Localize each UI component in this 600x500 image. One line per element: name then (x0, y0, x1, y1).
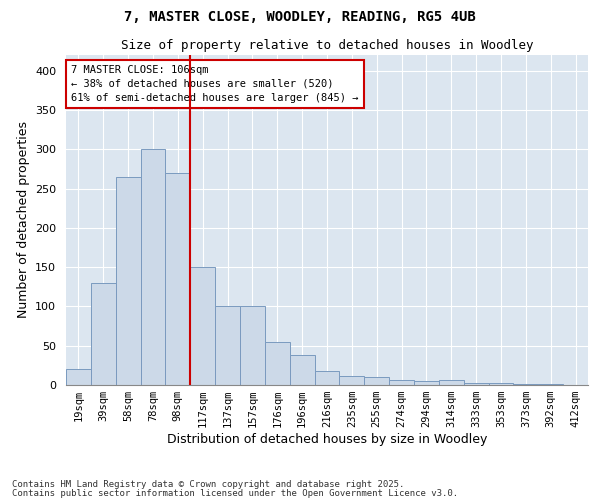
Bar (364, 377, 389, 385)
Y-axis label: Number of detached properties: Number of detached properties (17, 122, 29, 318)
Bar (140, 150, 166, 385)
Bar (538, 384, 563, 385)
Title: Size of property relative to detached houses in Woodley: Size of property relative to detached ho… (121, 40, 533, 52)
Bar (414, 381, 439, 385)
Text: Contains public sector information licensed under the Open Government Licence v3: Contains public sector information licen… (12, 488, 458, 498)
Bar (265, 342, 290, 385)
Text: Contains HM Land Registry data © Crown copyright and database right 2025.: Contains HM Land Registry data © Crown c… (12, 480, 404, 489)
Bar (66, 370, 91, 385)
Bar (464, 384, 488, 385)
Text: 7 MASTER CLOSE: 106sqm
← 38% of detached houses are smaller (520)
61% of semi-de: 7 MASTER CLOSE: 106sqm ← 38% of detached… (71, 65, 359, 103)
Bar (215, 306, 240, 385)
Bar (389, 380, 414, 385)
Bar (240, 306, 265, 385)
Bar (314, 371, 340, 385)
Bar (190, 267, 215, 385)
Bar (91, 283, 116, 385)
Bar (116, 177, 140, 385)
Bar (488, 382, 514, 385)
Bar (290, 355, 314, 385)
Bar (439, 380, 464, 385)
Bar (166, 173, 190, 385)
Text: 7, MASTER CLOSE, WOODLEY, READING, RG5 4UB: 7, MASTER CLOSE, WOODLEY, READING, RG5 4… (124, 10, 476, 24)
Bar (514, 384, 538, 385)
X-axis label: Distribution of detached houses by size in Woodley: Distribution of detached houses by size … (167, 433, 487, 446)
Bar (340, 376, 364, 385)
